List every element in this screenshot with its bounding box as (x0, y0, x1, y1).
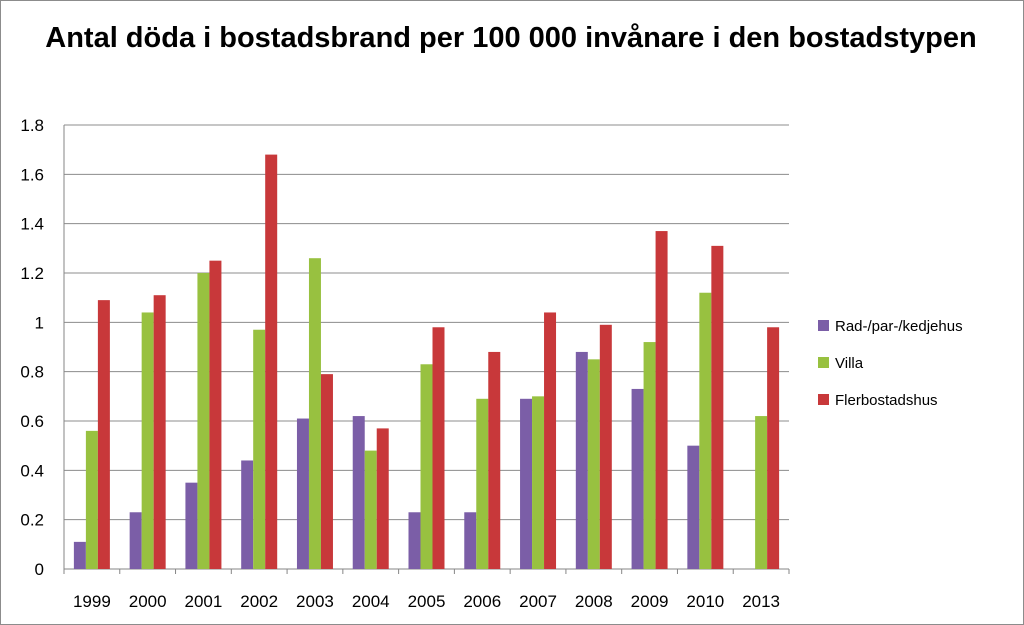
y-tick-label: 1.4 (20, 215, 44, 234)
bar (364, 450, 377, 569)
bar (296, 418, 309, 569)
bar (376, 428, 389, 569)
legend-swatch (818, 320, 829, 331)
x-tick-label: 2007 (519, 592, 557, 611)
y-tick-label: 1.2 (20, 264, 44, 283)
bar (464, 512, 477, 569)
legend-label: Villa (835, 355, 864, 372)
bar (185, 482, 198, 569)
x-tick-label: 2004 (352, 592, 390, 611)
bar (488, 351, 501, 569)
bar (599, 324, 612, 569)
bar (141, 312, 154, 569)
bar (575, 351, 588, 569)
bar (253, 329, 266, 569)
bar (85, 430, 98, 569)
chart-title: Antal döda i bostadsbrand per 100 000 in… (45, 22, 977, 54)
legend-label: Flerbostadshus (835, 392, 938, 409)
legend-swatch (818, 357, 829, 368)
y-tick-label: 1 (35, 313, 44, 332)
y-tick-label: 0.4 (20, 461, 44, 480)
bar (420, 364, 433, 569)
bar (532, 396, 545, 569)
y-tick-label: 0.6 (20, 412, 44, 431)
bar (643, 342, 656, 569)
x-tick-label: 2013 (742, 592, 780, 611)
legend-label: Rad-/par-/kedjehus (835, 318, 963, 335)
x-tick-label: 2008 (575, 592, 613, 611)
bar (476, 398, 489, 569)
y-tick-label: 1.6 (20, 165, 44, 184)
bar (265, 154, 278, 569)
y-tick-label: 0 (35, 560, 44, 579)
x-tick-label: 2006 (463, 592, 501, 611)
x-tick-label: 2010 (686, 592, 724, 611)
x-tick-label: 2005 (408, 592, 446, 611)
bar (197, 273, 210, 569)
bar (153, 295, 166, 569)
y-tick-label: 0.2 (20, 511, 44, 530)
bar (320, 374, 333, 569)
x-tick-label: 2000 (129, 592, 167, 611)
bar (97, 300, 110, 569)
bar (631, 388, 644, 569)
bar (544, 312, 557, 569)
bar (699, 292, 712, 569)
bar (308, 258, 321, 569)
x-tick-label: 2003 (296, 592, 334, 611)
bar (73, 541, 86, 569)
x-tick-label: 2009 (631, 592, 669, 611)
bar (655, 231, 668, 570)
x-tick-label: 1999 (73, 592, 111, 611)
bar (352, 416, 365, 569)
x-tick-label: 2001 (185, 592, 223, 611)
bar (587, 359, 600, 569)
bar (767, 327, 780, 569)
x-tick-label: 2002 (240, 592, 278, 611)
bar (209, 260, 222, 569)
bar (755, 416, 768, 569)
bar (711, 245, 724, 569)
bar (408, 512, 421, 569)
bar (432, 327, 445, 569)
legend-swatch (818, 394, 829, 405)
y-tick-label: 1.8 (20, 116, 44, 135)
bar (129, 512, 142, 569)
y-tick-label: 0.8 (20, 363, 44, 382)
bar (241, 460, 254, 569)
bar (520, 398, 533, 569)
bar (687, 445, 700, 569)
